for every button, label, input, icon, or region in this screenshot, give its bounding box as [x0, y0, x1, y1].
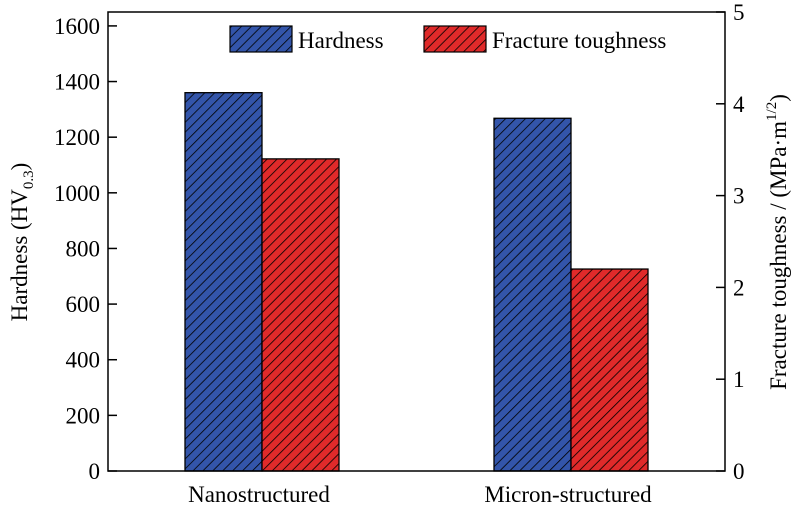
y-left-tick-label: 1600: [54, 14, 100, 39]
left-axis-ticks: 0 200 400 600 800 1000 1200 1400 1600: [54, 14, 117, 484]
y-right-tick-label: 0: [733, 459, 745, 484]
y-left-tick-label: 1200: [54, 125, 100, 150]
x-axis-labels: Nanostructured Micron-structured: [188, 482, 652, 507]
legend: Hardness Fracture toughness: [229, 25, 666, 53]
y-left-label-end: ): [7, 163, 32, 171]
y-right-label-end: ): [766, 94, 791, 102]
plot-frame: [107, 11, 726, 472]
y-left-tick-label: 800: [66, 236, 101, 261]
y-left-axis-title: Hardness (HV0.3): [7, 163, 37, 322]
legend-label-fracture-toughness: Fracture toughness: [492, 28, 666, 53]
y-right-tick-label: 5: [733, 0, 745, 25]
y-right-tick-label: 2: [733, 275, 745, 300]
y-left-tick-label: 200: [66, 403, 101, 428]
y-right-label-main: Fracture toughness / (MPa·m: [766, 121, 791, 390]
legend-swatch-fracture-toughness: [423, 25, 487, 53]
x-category-label: Nanostructured: [188, 482, 330, 507]
bar-fracture-toughness-nanostructured: [261, 158, 340, 472]
y-right-axis-title: Fracture toughness / (MPa·m1/2): [764, 94, 791, 390]
bar-hardness-micron-structured: [493, 117, 572, 472]
y-left-tick-label: 1400: [54, 70, 100, 95]
right-axis-ticks: 0 1 2 3 4 5: [716, 0, 745, 484]
legend-swatch-hardness: [229, 25, 293, 53]
bars-layer: [184, 92, 649, 472]
y-left-label-sub: 0.3: [21, 170, 37, 189]
y-left-tick-label: 0: [89, 459, 101, 484]
y-left-tick-label: 400: [66, 348, 101, 373]
x-category-label: Micron-structured: [484, 482, 652, 507]
bar-hardness-nanostructured: [184, 92, 263, 472]
y-left-label-main: Hardness (HV: [7, 189, 32, 322]
y-right-tick-label: 3: [733, 184, 745, 209]
legend-label-hardness: Hardness: [298, 28, 384, 53]
y-right-tick-label: 1: [733, 367, 745, 392]
y-left-tick-label: 600: [66, 292, 101, 317]
y-right-tick-label: 4: [733, 92, 745, 117]
bar-fracture-toughness-micron-structured: [570, 268, 649, 472]
y-right-label-sup: 1/2: [764, 102, 780, 121]
y-left-tick-label: 1000: [54, 181, 100, 206]
